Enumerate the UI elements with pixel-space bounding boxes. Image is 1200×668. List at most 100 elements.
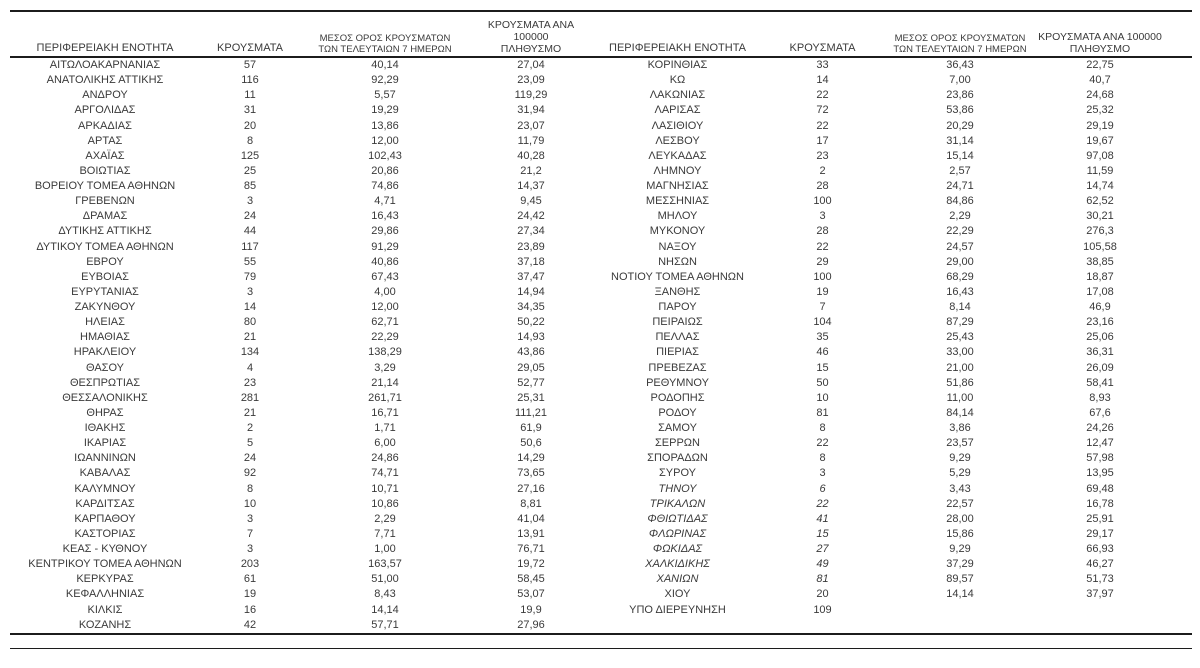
avg7-cell: 40,86 xyxy=(371,255,399,268)
table-row: ΡΕΘΥΜΝΟΥ 50 51,86 58,41 xyxy=(600,376,1170,391)
cases-cell: 80 xyxy=(243,316,257,329)
avg7-cell: 91,29 xyxy=(371,240,399,253)
per100k-cell: 25,31 xyxy=(517,391,545,404)
region-cell: ΚΑΛΥΜΝΟΥ xyxy=(74,482,136,495)
col-header-avg7: ΜΕΣΟΣ ΟΡΟΣ ΚΡΟΥΣΜΑΤΩΝ ΤΩΝ ΤΕΛΕΥΤΑΙΩΝ 7 Η… xyxy=(890,33,1030,56)
per100k-cell: 14,74 xyxy=(1086,180,1114,192)
table-row: ΚΑΡΔΙΤΣΑΣ 10 10,86 8,81 xyxy=(10,497,592,512)
table-row: ΚΑΒΑΛΑΣ 92 74,71 73,65 xyxy=(10,466,592,481)
avg7-cell: 57,71 xyxy=(371,618,399,631)
table-row: ΚΑΣΤΟΡΙΑΣ 7 7,71 13,91 xyxy=(10,527,592,542)
cases-cell: 35 xyxy=(816,331,829,344)
per100k-cell: 24,42 xyxy=(517,210,545,223)
per100k-cell: 61,9 xyxy=(520,422,542,434)
region-cell: ΚΑΡΠΑΘΟΥ xyxy=(74,512,136,525)
region-cell: ΤΗΝΟΥ xyxy=(658,482,697,495)
avg7-cell: 22,29 xyxy=(946,225,974,238)
per100k-cell: 11,59 xyxy=(1086,164,1114,177)
region-cell: ΥΠΟ ΔΙΕΡΕΥΝΗΣΗ xyxy=(629,603,726,616)
avg7-cell: 29,00 xyxy=(946,255,974,268)
region-cell: ΚΟΖΑΝΗΣ xyxy=(78,618,132,631)
col-header-cases: ΚΡΟΥΣΜΑΤΑ xyxy=(217,42,283,54)
cases-cell: 20 xyxy=(243,119,257,132)
per100k-cell: 19,72 xyxy=(517,558,545,571)
cases-cell: 49 xyxy=(816,558,829,571)
cases-cell: 8 xyxy=(819,452,826,465)
avg7-cell: 92,29 xyxy=(371,74,399,87)
cases-cell: 11 xyxy=(244,89,256,102)
region-cell: ΔΥΤΙΚΟΥ ΤΟΜΕΑ ΑΘΗΝΩΝ xyxy=(36,240,174,253)
table-row: ΣΠΟΡΑΔΩΝ 8 9,29 57,98 xyxy=(600,451,1170,466)
cases-cell: 3 xyxy=(819,210,826,223)
per100k-cell: 97,08 xyxy=(1086,149,1114,162)
table-row: ΜΕΣΣΗΝΙΑΣ 100 84,86 62,52 xyxy=(600,194,1170,209)
cases-cell: 22 xyxy=(816,119,829,132)
per100k-cell: 27,16 xyxy=(517,482,545,495)
per100k-cell: 25,06 xyxy=(1086,331,1114,344)
per100k-cell: 66,93 xyxy=(1086,543,1114,555)
region-cell: ΓΡΕΒΕΝΩΝ xyxy=(75,195,135,208)
cases-cell: 72 xyxy=(816,104,829,117)
per100k-cell: 51,73 xyxy=(1086,573,1114,586)
avg7-cell: 163,57 xyxy=(368,558,402,571)
table-row: ΧΑΛΚΙΔΙΚΗΣ 49 37,29 46,27 xyxy=(600,557,1170,572)
cases-cell: 14 xyxy=(243,301,257,313)
col-header-avg7-line2: ΤΩΝ ΤΕΛΕΥΤΑΙΩΝ 7 ΗΜΕΡΩΝ xyxy=(318,44,452,55)
per100k-cell: 37,18 xyxy=(517,255,545,268)
per100k-cell: 46,9 xyxy=(1089,301,1111,313)
avg7-cell: 1,71 xyxy=(374,422,396,434)
table-row: ΔΥΤΙΚΗΣ ΑΤΤΙΚΗΣ 44 29,86 27,34 xyxy=(10,224,592,239)
table-row: ΒΟΙΩΤΙΑΣ 25 20,86 21,2 xyxy=(10,164,592,179)
table-row: ΘΗΡΑΣ 21 16,71 111,21 xyxy=(10,406,592,421)
avg7-cell: 23,57 xyxy=(946,437,974,450)
avg7-cell: 12,00 xyxy=(371,301,399,313)
per100k-cell: 67,6 xyxy=(1089,406,1111,419)
per100k-cell: 11,79 xyxy=(517,134,545,147)
cases-cell: 116 xyxy=(241,74,259,87)
region-cell: ΑΡΓΟΛΙΔΑΣ xyxy=(74,104,136,117)
table-row: ΣΕΡΡΩΝ 22 23,57 12,47 xyxy=(600,436,1170,451)
table-body-left: ΑΙΤΩΛΟΑΚΑΡΝΑΝΙΑΣ 57 40,14 27,04 ΑΝΑΤΟΛΙΚΗΣ Α… xyxy=(10,58,592,633)
per100k-cell: 24,26 xyxy=(1086,422,1114,434)
table-row: ΛΕΣΒΟΥ 17 31,14 19,67 xyxy=(600,134,1170,149)
region-cell: ΣΑΜΟΥ xyxy=(658,422,697,434)
per100k-cell: 29,17 xyxy=(1086,527,1114,540)
table-row: ΚΙΛΚΙΣ 16 14,14 19,9 xyxy=(10,603,592,618)
cases-cell: 8 xyxy=(246,482,254,495)
avg7-cell: 24,71 xyxy=(946,180,974,192)
region-cell: ΦΩΚΙΔΑΣ xyxy=(652,543,703,555)
region-cell: ΑΙΤΩΛΟΑΚΑΡΝΑΝΙΑΣ xyxy=(49,59,161,71)
avg7-cell: 138,29 xyxy=(368,346,402,359)
avg7-cell: 51,00 xyxy=(371,573,399,586)
per100k-cell: 58,41 xyxy=(1086,376,1114,389)
table-row: ΞΑΝΘΗΣ 19 16,43 17,08 xyxy=(600,285,1170,300)
region-cell: ΛΑΣΙΘΙΟΥ xyxy=(651,119,704,132)
cases-cell: 14 xyxy=(816,74,829,87)
cases-cell: 23 xyxy=(243,376,257,389)
avg7-cell: 2,29 xyxy=(949,210,971,223)
table-row: ΡΟΔΟΥ 81 84,14 67,6 xyxy=(600,406,1170,421)
per100k-cell: 27,34 xyxy=(517,225,545,238)
region-cell: ΧΙΟΥ xyxy=(664,588,691,601)
per100k-cell: 57,98 xyxy=(1086,452,1114,465)
per100k-cell: 30,21 xyxy=(1086,210,1114,223)
cases-cell: 55 xyxy=(243,255,257,268)
per100k-cell: 105,58 xyxy=(1083,240,1117,253)
col-header-region: ΠΕΡΙΦΕΡΕΙΑΚΗ ΕΝΟΤΗΤΑ xyxy=(36,42,174,54)
per100k-cell: 76,71 xyxy=(517,543,545,555)
table-row: ΗΜΑΘΙΑΣ 21 22,29 14,93 xyxy=(10,330,592,345)
region-cell: ΖΑΚΥΝΘΟΥ xyxy=(74,301,136,313)
header-underline-rule xyxy=(10,56,1192,58)
per100k-cell: 31,94 xyxy=(517,104,545,117)
table-row: ΕΥΡΥΤΑΝΙΑΣ 3 4,00 14,94 xyxy=(10,285,592,300)
bottom-rule-secondary xyxy=(10,648,1192,649)
avg7-cell: 261,71 xyxy=(368,391,402,404)
region-cell: ΛΗΜΝΟΥ xyxy=(653,164,702,177)
table-row: ΤΗΝΟΥ 6 3,43 69,48 xyxy=(600,482,1170,497)
region-cell: ΜΥΚΟΝΟΥ xyxy=(649,225,706,238)
avg7-cell: 9,29 xyxy=(949,452,971,465)
region-cell: ΚΕΑΣ - ΚΥΘΝΟΥ xyxy=(62,543,148,555)
region-cell: ΒΟΙΩΤΙΑΣ xyxy=(79,164,131,177)
table-row: ΦΛΩΡΙΝΑΣ 15 15,86 29,17 xyxy=(600,527,1170,542)
table-row: ΝΗΣΩΝ 29 29,00 38,85 xyxy=(600,255,1170,270)
